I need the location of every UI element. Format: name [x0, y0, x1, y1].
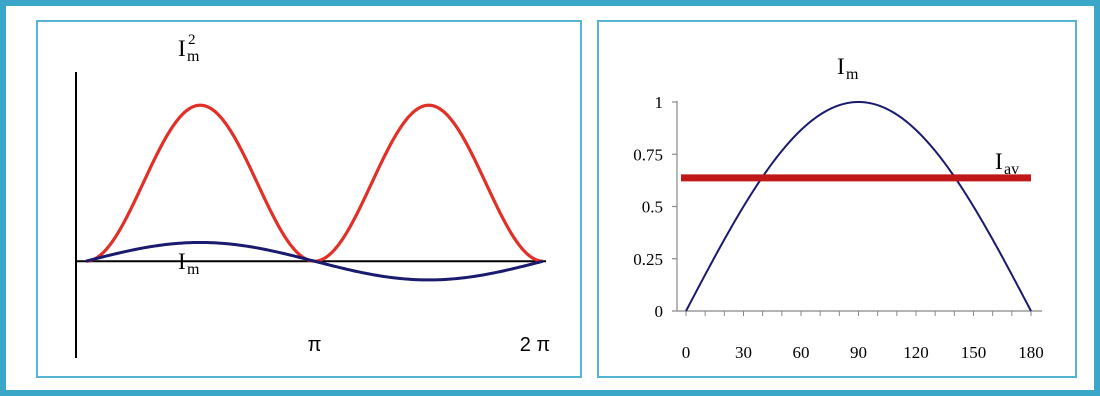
series-im-label: I: [178, 249, 186, 274]
series-im-label-sub: m: [846, 66, 859, 83]
series-iav-label-sub: av: [1004, 161, 1019, 178]
x-tick-label: 2 π: [520, 334, 550, 356]
x-tick-label: 150: [961, 343, 987, 362]
series-im-label-sub: m: [187, 261, 200, 278]
y-tick-label: 1: [655, 93, 664, 112]
x-tick-label: 0: [682, 343, 691, 362]
series-im-squared-label: I: [178, 36, 186, 61]
x-tick-label: 90: [850, 343, 867, 362]
y-tick-label: 0: [655, 302, 664, 321]
x-tick-label: 30: [735, 343, 752, 362]
x-tick-label: 180: [1018, 343, 1044, 362]
series-im-squared-label-sub: m: [187, 48, 200, 65]
series-line-im-squared: [85, 103, 544, 263]
y-tick-label: 0.75: [633, 145, 663, 164]
series-iav-label: I: [995, 149, 1003, 174]
series-line-im: [85, 240, 544, 282]
series-im-squared-label-sup: 2: [188, 32, 196, 48]
series-line-im: [685, 100, 1032, 312]
y-tick-label: 0.25: [633, 250, 663, 269]
x-tick-label: π: [308, 334, 322, 356]
y-tick-label: 0.5: [642, 198, 663, 217]
series-im-label: I: [837, 54, 845, 79]
x-tick-label: 60: [793, 343, 810, 362]
x-tick-label: 120: [903, 343, 929, 362]
